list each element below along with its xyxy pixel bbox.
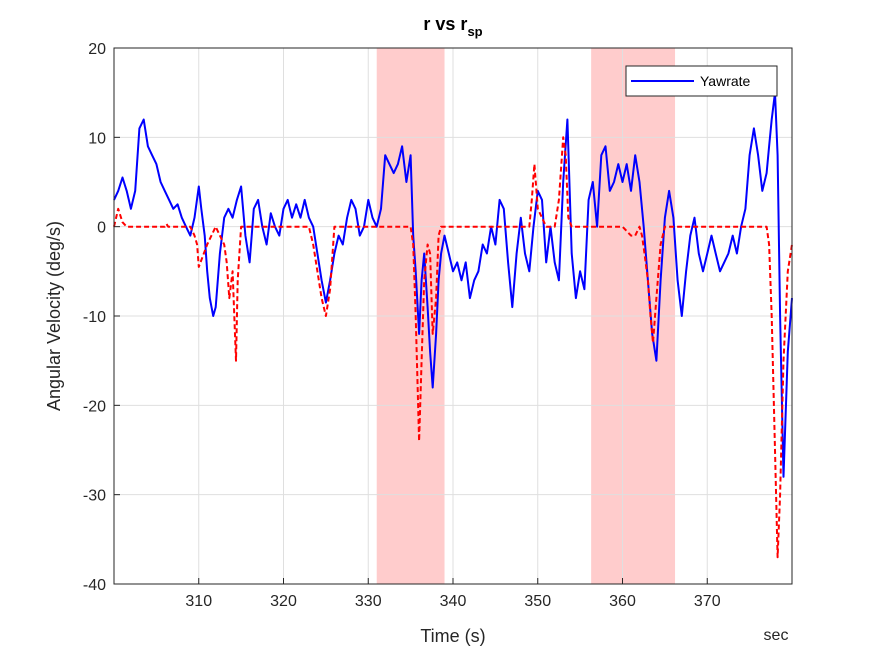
x-tick-label: 360 [609, 593, 636, 610]
y-tick-label: 10 [88, 130, 106, 147]
x-axis-label: Time (s) [420, 626, 485, 646]
chart-title-subscript: sp [467, 24, 482, 39]
y-axis-label: Angular Velocity (deg/s) [44, 221, 64, 411]
y-tick-label: 0 [97, 220, 106, 237]
legend: Yawrate [625, 65, 778, 97]
series-line-yawrate [113, 91, 793, 478]
y-tick-label: 20 [88, 41, 106, 58]
x-tick-label: 330 [355, 593, 382, 610]
x-tick-label: 320 [270, 593, 297, 610]
data-series [113, 91, 793, 559]
chart-title-main: r vs r [423, 14, 467, 34]
x-tick-label: 370 [694, 593, 721, 610]
x-axis-unit: sec [764, 627, 789, 644]
chart-title: r vs rsp [423, 14, 482, 39]
y-tick-label: -20 [83, 398, 106, 415]
axis-ticks: 310 320 330 340 350 360 370 -40 -30 -20 -10 0 10 20 [83, 41, 721, 610]
y-tick-label: -40 [83, 577, 106, 594]
y-tick-label: -10 [83, 309, 106, 326]
x-tick-label: 350 [524, 593, 551, 610]
x-tick-label: 310 [185, 593, 212, 610]
x-tick-label: 340 [440, 593, 467, 610]
series-line-setpoint-r-sp- [113, 136, 793, 559]
legend-label-yawrate: Yawrate [700, 73, 751, 89]
y-tick-label: -30 [83, 488, 106, 505]
